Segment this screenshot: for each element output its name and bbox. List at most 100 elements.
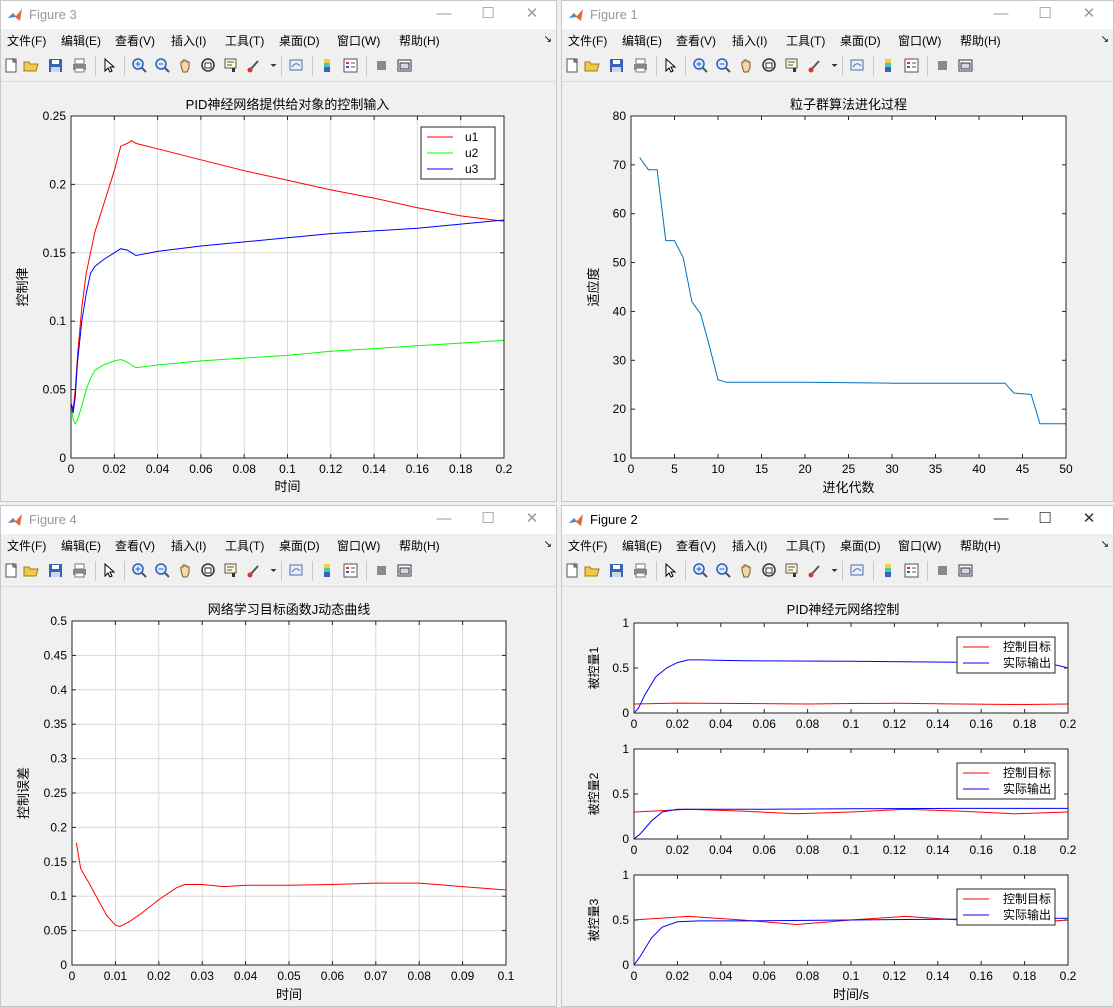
insert-legend-icon[interactable]: [342, 57, 359, 74]
dropdown-arrow-icon[interactable]: [265, 562, 282, 579]
menu-window[interactable]: 窗口(W): [898, 539, 942, 553]
menu-overflow-icon[interactable]: ↘: [543, 539, 552, 550]
zoom-in-icon[interactable]: [131, 57, 148, 74]
menu-help[interactable]: 帮助(H): [399, 539, 440, 553]
dropdown-arrow-icon[interactable]: [826, 57, 843, 74]
open-file-icon[interactable]: [23, 57, 40, 74]
rotate-3d-icon[interactable]: [761, 562, 778, 579]
chart[interactable]: 0 0.02 0.04 0.06 0.08 0.1 0.12 0.14 0.16 0.18 0.2 0…: [1, 82, 557, 502]
save-icon[interactable]: [47, 562, 64, 579]
show-plot-tools-icon[interactable]: [957, 57, 974, 74]
chart[interactable]: 0 0.01 0.02 0.03 0.04 0.05 0.06 0.07 0.08 0.09 0.1…: [1, 587, 557, 1007]
menu-insert[interactable]: 插入(I): [171, 539, 207, 553]
menu-desktop[interactable]: 桌面(D): [279, 539, 320, 553]
open-file-icon[interactable]: [584, 57, 601, 74]
minimize-button[interactable]: —: [993, 5, 1009, 22]
menu-overflow-icon[interactable]: ↘: [1100, 34, 1109, 45]
plot-area[interactable]: [631, 116, 1066, 458]
zoom-in-icon[interactable]: [692, 562, 709, 579]
edit-plot-arrow-icon[interactable]: [101, 562, 118, 579]
brush-icon[interactable]: [246, 562, 263, 579]
menu-desktop[interactable]: 桌面(D): [840, 34, 881, 48]
menu-tools[interactable]: 工具(T): [225, 539, 265, 553]
maximize-button[interactable]: ☐: [481, 5, 495, 22]
pan-hand-icon[interactable]: [738, 562, 755, 579]
print-icon[interactable]: [71, 57, 88, 74]
rotate-3d-icon[interactable]: [200, 562, 217, 579]
open-file-icon[interactable]: [23, 562, 40, 579]
show-plot-tools-icon[interactable]: [957, 562, 974, 579]
hide-plot-tools-icon[interactable]: [373, 562, 390, 579]
link-plot-icon[interactable]: [849, 57, 866, 74]
menu-edit[interactable]: 编辑(E): [61, 539, 101, 553]
data-cursor-icon[interactable]: [223, 562, 240, 579]
link-plot-icon[interactable]: [288, 562, 305, 579]
menu-window[interactable]: 窗口(W): [337, 34, 381, 48]
menu-view[interactable]: 查看(V): [676, 34, 716, 48]
dropdown-arrow-icon[interactable]: [826, 562, 843, 579]
rotate-3d-icon[interactable]: [200, 57, 217, 74]
insert-legend-icon[interactable]: [903, 562, 920, 579]
open-file-icon[interactable]: [584, 562, 601, 579]
chart[interactable]: 0 5 10 15 20 25 30 35 40 45 50 10 20 30 40 50 60 70 80 粒子群算…: [562, 82, 1114, 502]
menu-desktop[interactable]: 桌面(D): [279, 34, 320, 48]
minimize-button[interactable]: —: [436, 5, 452, 22]
menu-view[interactable]: 查看(V): [115, 539, 155, 553]
menu-file[interactable]: 文件(F): [7, 539, 47, 553]
legend[interactable]: [956, 762, 1056, 800]
menu-window[interactable]: 窗口(W): [898, 34, 942, 48]
insert-colorbar-icon[interactable]: [319, 562, 336, 579]
zoom-out-icon[interactable]: [715, 57, 732, 74]
title-bar[interactable]: Figure 4 — ☐ ✕: [1, 506, 556, 534]
menu-help[interactable]: 帮助(H): [960, 34, 1001, 48]
edit-plot-arrow-icon[interactable]: [662, 562, 679, 579]
menu-view[interactable]: 查看(V): [676, 539, 716, 553]
close-button[interactable]: ✕: [1082, 5, 1096, 22]
menu-insert[interactable]: 插入(I): [171, 34, 207, 48]
save-icon[interactable]: [47, 57, 64, 74]
brush-icon[interactable]: [807, 562, 824, 579]
print-icon[interactable]: [71, 562, 88, 579]
menu-overflow-icon[interactable]: ↘: [1100, 539, 1109, 550]
print-icon[interactable]: [632, 562, 649, 579]
new-figure-icon[interactable]: [3, 57, 20, 74]
pan-hand-icon[interactable]: [177, 562, 194, 579]
zoom-out-icon[interactable]: [154, 562, 171, 579]
zoom-in-icon[interactable]: [692, 57, 709, 74]
hide-plot-tools-icon[interactable]: [934, 57, 951, 74]
show-plot-tools-icon[interactable]: [396, 562, 413, 579]
edit-plot-arrow-icon[interactable]: [662, 57, 679, 74]
menu-edit[interactable]: 编辑(E): [61, 34, 101, 48]
menu-window[interactable]: 窗口(W): [337, 539, 381, 553]
title-bar[interactable]: Figure 1 — ☐ ✕: [562, 1, 1113, 29]
menu-insert[interactable]: 插入(I): [732, 34, 768, 48]
brush-icon[interactable]: [807, 57, 824, 74]
close-button[interactable]: ✕: [525, 510, 539, 527]
menu-edit[interactable]: 编辑(E): [622, 34, 662, 48]
new-figure-icon[interactable]: [564, 57, 581, 74]
menu-overflow-icon[interactable]: ↘: [543, 34, 552, 45]
dropdown-arrow-icon[interactable]: [265, 57, 282, 74]
data-cursor-icon[interactable]: [223, 57, 240, 74]
brush-icon[interactable]: [246, 57, 263, 74]
rotate-3d-icon[interactable]: [761, 57, 778, 74]
data-cursor-icon[interactable]: [784, 562, 801, 579]
title-bar[interactable]: Figure 2 — ☐ ✕: [562, 506, 1113, 534]
maximize-button[interactable]: ☐: [1038, 5, 1052, 22]
link-plot-icon[interactable]: [849, 562, 866, 579]
chart[interactable]: PID神经元网络控制 0 0.02 0.04 0.06 0.08 0.1 0.12 0.14 0.…: [562, 587, 1114, 1007]
save-icon[interactable]: [608, 562, 625, 579]
minimize-button[interactable]: —: [436, 510, 452, 527]
insert-legend-icon[interactable]: [342, 562, 359, 579]
new-figure-icon[interactable]: [564, 562, 581, 579]
data-cursor-icon[interactable]: [784, 57, 801, 74]
insert-colorbar-icon[interactable]: [319, 57, 336, 74]
menu-edit[interactable]: 编辑(E): [622, 539, 662, 553]
new-figure-icon[interactable]: [3, 562, 20, 579]
menu-view[interactable]: 查看(V): [115, 34, 155, 48]
print-icon[interactable]: [632, 57, 649, 74]
legend[interactable]: [956, 636, 1056, 674]
save-icon[interactable]: [608, 57, 625, 74]
insert-colorbar-icon[interactable]: [880, 562, 897, 579]
zoom-out-icon[interactable]: [154, 57, 171, 74]
